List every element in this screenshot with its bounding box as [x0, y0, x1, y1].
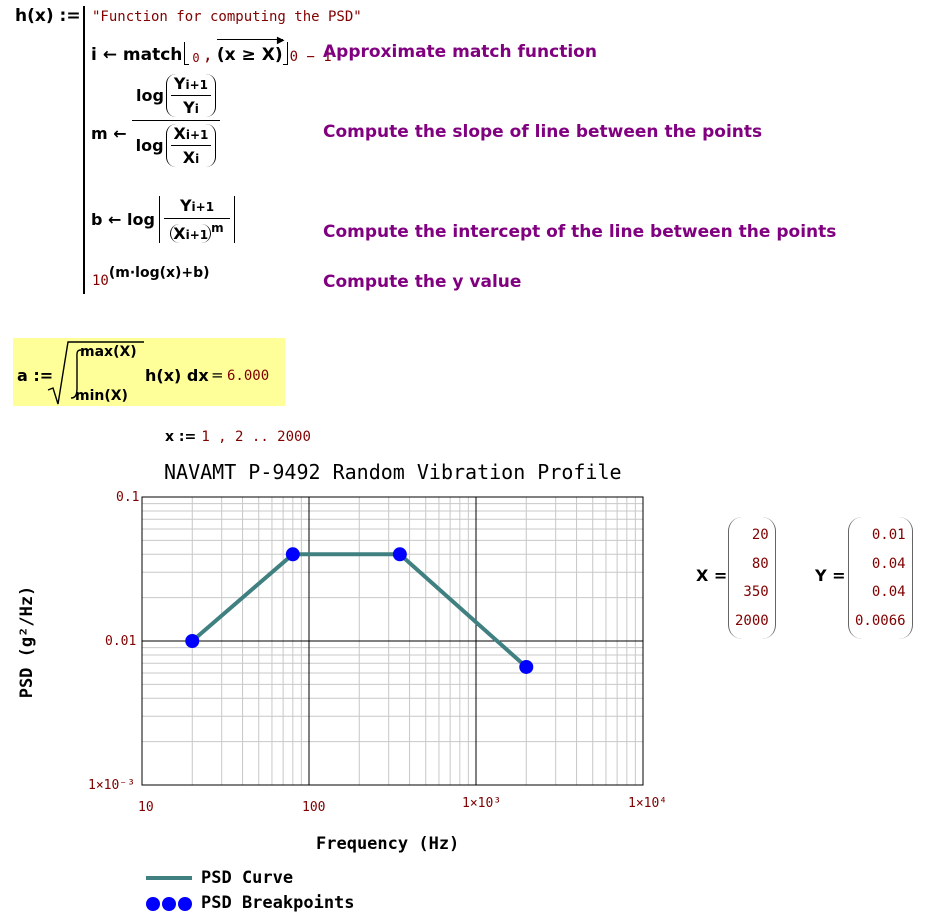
x-tick-label: 10	[138, 800, 154, 815]
legend-psd-curve-swatch	[146, 876, 192, 880]
integral-highlight[interactable]: a := max(X) min(X) h(x) dx = 6.000	[13, 338, 285, 406]
function-definition-label[interactable]: h(x) :=	[15, 6, 81, 26]
slope-fraction-bar	[132, 120, 220, 121]
x-tick-label: 1×10⁴	[628, 796, 668, 811]
matrix-y[interactable]: 0.01 0.04 0.04 0.0066	[848, 517, 913, 639]
matrix-y-cell: 0.01	[871, 527, 906, 543]
comment-y-value: Compute the y value	[323, 272, 522, 292]
integral-equals: =	[211, 366, 224, 384]
matrix-x-cell: 350	[743, 584, 769, 600]
x-axis-label: Frequency (Hz)	[316, 834, 460, 854]
matrix-y-cell: 0.04	[871, 584, 906, 600]
y-tick-label: 1×10⁻³	[88, 778, 135, 793]
slope-fraction[interactable]: log Yi+1 Yi log Xi+1 Xi	[132, 74, 220, 167]
integral-lhs: a :=	[17, 366, 54, 385]
intercept-line[interactable]: b ← log Yi+1 Xi+1m	[91, 196, 236, 244]
vectorize-arrow-head: ▶	[276, 35, 285, 46]
match-line[interactable]: i ← match 0 , ▶ (x ≥ X) 0 − 1	[91, 35, 332, 65]
psd-breakpoint-marker	[285, 547, 300, 562]
comment-slope: Compute the slope of line between the po…	[323, 122, 763, 142]
function-description-string[interactable]: "Function for computing the PSD"	[92, 9, 362, 25]
psd-curve-line	[190, 552, 528, 669]
x-tick-label: 1×10³	[462, 796, 502, 811]
integral-lower-limit: min(X)	[75, 388, 128, 404]
legend-psd-breakpoints-label: PSD Breakpoints	[201, 893, 355, 913]
y-value-expression[interactable]: 10(m·log(x)+b)	[92, 265, 210, 289]
psd-breakpoint-marker	[519, 659, 534, 674]
range-definition[interactable]: x := 1 , 2 .. 2000	[165, 429, 311, 445]
comment-approximate-match: Approximate match function	[323, 42, 597, 62]
program-bar	[83, 6, 85, 294]
matrix-y-cell: 0.04	[871, 555, 906, 572]
vectorize-arrow	[216, 39, 283, 40]
matrix-x[interactable]: 20 80 350 2000	[728, 517, 776, 639]
matrix-x-cell: 20	[751, 527, 769, 543]
matrix-y-cell: 0.0066	[855, 612, 906, 629]
integral-body: h(x) dx	[145, 366, 209, 385]
y-tick-label: 0.01	[105, 634, 137, 649]
psd-breakpoint-marker	[185, 634, 200, 648]
matrix-x-cell: 2000	[735, 612, 769, 629]
psd-breakpoint-marker	[392, 547, 407, 562]
plot-frame	[141, 496, 644, 786]
matrix-x-label: X =	[696, 566, 728, 585]
x-tick-label: 100	[302, 800, 326, 815]
y-tick-label: 0.1	[116, 490, 140, 505]
comment-intercept: Compute the intercept of the line betwee…	[323, 222, 837, 242]
integral-upper-limit: max(X)	[80, 344, 137, 360]
matrix-y-label: Y =	[815, 566, 846, 585]
sqrt-integral-icon	[47, 341, 144, 405]
matrix-x-cell: 80	[751, 555, 769, 572]
y-axis-label: PSD (g²/Hz)	[17, 585, 37, 699]
integral-result: 6.000	[227, 368, 270, 384]
slope-lhs[interactable]: m ←	[91, 124, 127, 143]
chart-title: NAVAMT P-9492 Random Vibration Profile	[164, 460, 622, 484]
legend-psd-curve-label: PSD Curve	[201, 868, 294, 888]
legend-psd-breakpoints-swatch	[146, 897, 192, 911]
